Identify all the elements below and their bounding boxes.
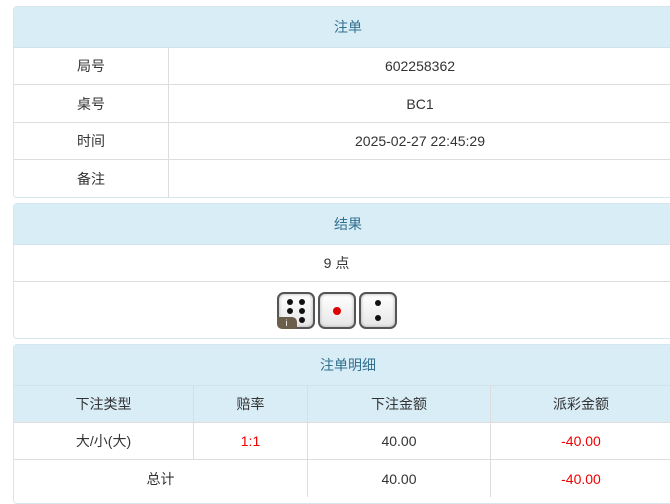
total-label: 总计 bbox=[14, 460, 308, 497]
value-time: 2025-02-27 22:45:29 bbox=[355, 133, 485, 149]
order-title: 注单 bbox=[14, 7, 670, 48]
label-remark: 备注 bbox=[14, 160, 169, 197]
table-row: 局号 602258362 bbox=[14, 48, 670, 85]
label-time: 时间 bbox=[14, 123, 169, 159]
total-bet: 40.00 bbox=[308, 460, 491, 497]
table-row: 备注 bbox=[14, 160, 670, 197]
info-badge-icon[interactable]: i bbox=[276, 316, 297, 329]
bet-amount: 40.00 bbox=[308, 423, 491, 459]
col-bet-amount: 下注金额 bbox=[308, 386, 491, 422]
details-title: 注单明细 bbox=[14, 345, 670, 386]
label-round: 局号 bbox=[14, 48, 169, 84]
table-row: 桌号 BC1 bbox=[14, 85, 670, 123]
label-table: 桌号 bbox=[14, 85, 169, 122]
details-panel: 注单明细 下注类型 赔率 下注金额 派彩金额 大/小(大) 1:1 40.00 … bbox=[13, 344, 670, 504]
table-row: 时间 2025-02-27 22:45:29 bbox=[14, 123, 670, 160]
col-payout: 派彩金额 bbox=[553, 396, 609, 412]
result-points-row: 9 点 bbox=[14, 245, 670, 282]
total-row: 总计 40.00 -40.00 bbox=[14, 460, 670, 497]
col-bet-type: 下注类型 bbox=[14, 386, 194, 422]
die-two-icon bbox=[358, 291, 397, 329]
value-remark bbox=[169, 160, 670, 197]
order-panel: 注单 局号 602258362 桌号 BC1 时间 2025-02-27 22:45:… bbox=[13, 6, 670, 198]
total-payout: -40.00 bbox=[561, 470, 601, 487]
result-panel: 结果 9 点 i bbox=[13, 203, 670, 339]
table-header-row: 下注类型 赔率 下注金额 派彩金额 bbox=[14, 386, 670, 423]
col-odds: 赔率 bbox=[194, 386, 308, 422]
payout: -40.00 bbox=[561, 433, 601, 449]
value-round: 602258362 bbox=[384, 58, 456, 74]
result-title: 结果 bbox=[14, 204, 670, 245]
result-points: 9 点 bbox=[323, 255, 350, 271]
bet-type: 大/小(大) bbox=[14, 423, 194, 459]
die-one-icon bbox=[317, 291, 356, 329]
dice-row: i bbox=[14, 282, 670, 338]
die-six-icon: i bbox=[276, 291, 315, 329]
odds: 1:1 bbox=[194, 423, 308, 459]
value-table: BC1 bbox=[406, 95, 434, 112]
table-row: 大/小(大) 1:1 40.00 -40.00 bbox=[14, 423, 670, 460]
